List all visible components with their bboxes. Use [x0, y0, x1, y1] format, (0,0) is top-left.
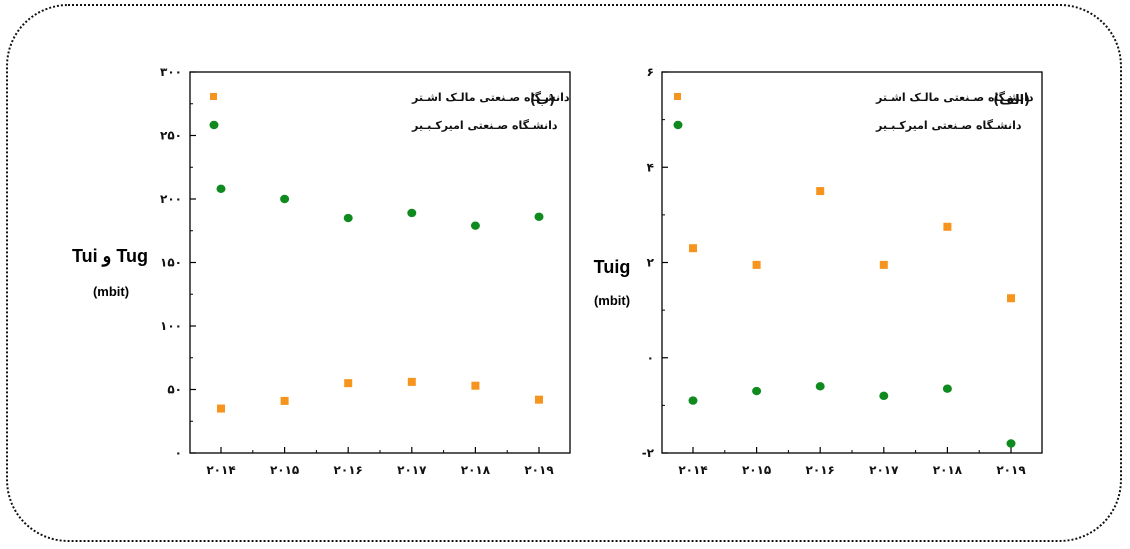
legend-marker-square — [210, 93, 217, 100]
y-axis-unit: (mbit) — [93, 284, 129, 299]
y-tick-label: ۰ — [175, 446, 182, 460]
y-tick-label: ۲۵۰ — [160, 129, 182, 143]
legend-marker-circle — [209, 120, 219, 130]
data-point-circle — [470, 221, 480, 230]
data-point-circle — [879, 391, 889, 401]
x-tick-label: ۲۰۱۹ — [996, 463, 1026, 477]
x-tick-label: ۲۰۱۸ — [461, 463, 491, 477]
data-point-square — [943, 222, 952, 231]
data-point-square — [1007, 294, 1015, 303]
chart-panel-1: ۰ ۵۰ ۱۰۰ ۱۵۰ ۲۰۰ ۲۵۰ ۳۰۰ ۲۰۱۴ ۲۰۱۵ ۲۰۱۶ ۲۰۱۷ ۲۰۱۸ ۲۰… — [72, 65, 571, 477]
x-tick-label: ۲۰۱۹ — [524, 463, 554, 477]
data-point-square — [689, 244, 697, 253]
x-tick-label: ۲۰۱۴ — [678, 463, 707, 477]
data-point-circle — [688, 396, 698, 405]
x-tick-label: ۲۰۱۶ — [806, 463, 835, 477]
legend-marker-circle — [673, 120, 683, 130]
y-tick-label: ۱۵۰ — [160, 256, 182, 270]
y-tick-label: ۳۰۰ — [160, 65, 182, 79]
x-tick-label: ۲۰۱۷ — [869, 463, 899, 477]
legend-label: دانشـگاه صـنعتی امیرکـبـیر — [875, 119, 1022, 132]
y-tick-label: ۲ — [647, 256, 655, 270]
panel-label: (الف) — [993, 93, 1030, 108]
chart-panel-2: -۲ ۰ ۲ ۴ ۶ ۲۰۱۴ ۲۰۱۵ ۲۰۱۶ ۲۰۱۷ ۲۰۱۸ ۲۰۱۹ دانشـگاه ص… — [594, 65, 1043, 477]
data-point-circle — [343, 213, 353, 223]
x-tick-label: ۲۰۱۴ — [206, 463, 235, 477]
data-point-circle — [752, 386, 762, 396]
data-point-circle — [815, 382, 825, 391]
y-axis-unit: (mbit) — [594, 293, 630, 308]
data-point-circle — [407, 208, 417, 218]
y-tick-label: ۰ — [647, 351, 654, 365]
data-point-circle — [280, 194, 290, 204]
y-tick-label: ۲۰۰ — [160, 192, 182, 206]
y-tick-label: ۴ — [647, 160, 654, 174]
data-point-square — [217, 404, 225, 413]
data-point-circle — [216, 184, 226, 194]
y-tick-label: ۵۰ — [167, 383, 182, 397]
data-point-square — [816, 187, 825, 196]
data-point-square — [471, 381, 480, 390]
data-point-circle — [534, 212, 544, 221]
data-point-square — [879, 260, 888, 269]
data-point-square — [280, 396, 289, 405]
data-point-square — [407, 377, 416, 386]
legend-marker-square — [674, 93, 681, 100]
legend-label: دانشـگاه صـنعتی امیرکـبـیر — [411, 119, 558, 132]
y-axis-label: Tui و Tug — [72, 246, 148, 267]
y-axis-label: Tuig — [594, 257, 631, 277]
legend-label: دانشـگاه صـنعتی مالـک اشـتر — [875, 91, 1034, 104]
data-point-circle — [1006, 439, 1016, 448]
x-tick-label: ۲۰۱۸ — [933, 463, 963, 477]
data-point-square — [344, 379, 353, 388]
x-tick-label: ۲۰۱۶ — [334, 463, 363, 477]
data-point-square — [535, 395, 543, 404]
rounded-dotted-frame — [6, 4, 1122, 542]
y-tick-label: ۱۰۰ — [160, 319, 182, 333]
x-tick-label: ۲۰۱۵ — [270, 463, 299, 477]
y-tick-label: ۶ — [647, 65, 654, 79]
panel-label: (ب) — [530, 93, 555, 108]
x-tick-label: ۲۰۱۷ — [397, 463, 427, 477]
legend-label: دانشـگاه صـنعتی مالـک اشـتر — [411, 91, 570, 104]
data-point-circle — [942, 384, 952, 393]
x-tick-label: ۲۰۱۵ — [742, 463, 771, 477]
y-tick-label: -۲ — [642, 446, 655, 460]
data-point-square — [752, 260, 761, 269]
